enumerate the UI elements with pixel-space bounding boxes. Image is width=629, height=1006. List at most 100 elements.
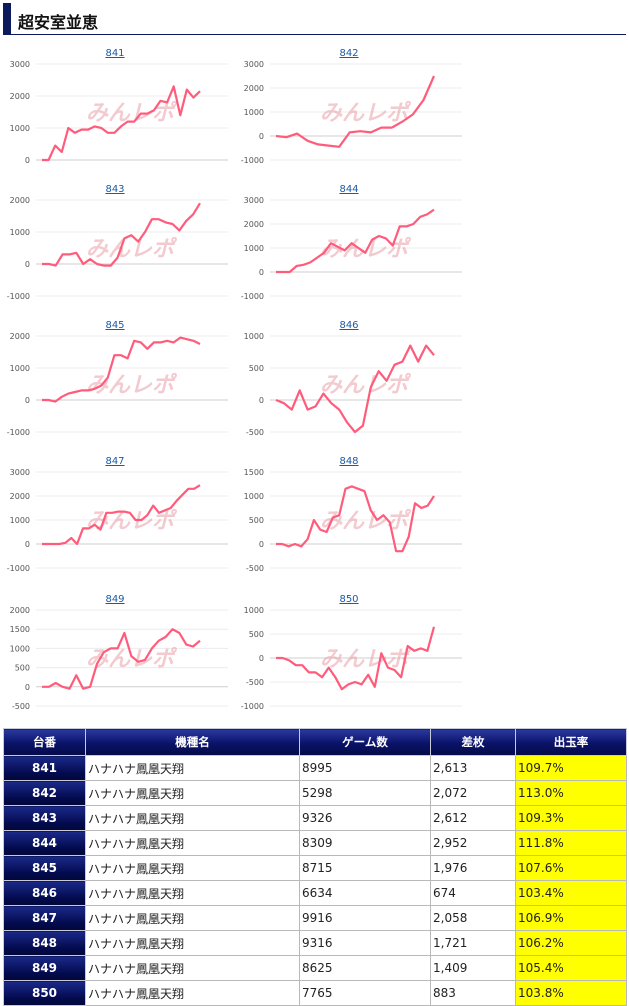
difference-cell: 674 — [430, 880, 516, 906]
y-tick-label: -1000 — [241, 702, 264, 711]
watermark-logo: みんレポ — [320, 508, 412, 534]
y-tick-label: -500 — [12, 702, 30, 711]
y-tick-label: -1000 — [7, 428, 30, 437]
line-chart-svg: 3000 2000 1000 0 -1000 みんレポ — [241, 196, 462, 301]
y-tick-label: 0 — [259, 540, 264, 549]
y-tick-label: 3000 — [10, 468, 30, 477]
machine-name-cell: ハナハナ鳳凰天翔 — [85, 955, 300, 981]
chart-title-link[interactable]: 842 — [339, 48, 359, 59]
header-game-count: ゲーム数 — [299, 728, 431, 756]
machine-chart-850: 850 1000 500 0 -500 -1000 みんレポ — [234, 588, 464, 724]
y-tick-label: 500 — [249, 630, 264, 639]
machine-number-cell: 849 — [3, 955, 86, 981]
header-machine-number: 台番 — [3, 728, 86, 756]
y-tick-label: 500 — [15, 664, 30, 673]
page-header: 超安室並恵 — [3, 3, 626, 35]
machine-chart-848: 848 1500 1000 500 0 -500 みんレポ — [234, 450, 464, 586]
line-chart-svg: 1000 500 0 -500 -1000 みんレポ — [241, 606, 462, 711]
series-line — [42, 484, 201, 546]
chart-title-link[interactable]: 845 — [105, 320, 125, 331]
series-line — [42, 85, 201, 162]
machine-name-cell: ハナハナ鳳凰天翔 — [85, 830, 300, 856]
y-tick-label: 0 — [259, 268, 264, 277]
difference-cell: 1,409 — [430, 955, 516, 981]
machine-chart-844: 844 3000 2000 1000 0 -1000 みんレポ — [234, 178, 464, 314]
line-chart-svg: 2000 1500 1000 500 0 -500 みんレポ — [10, 606, 228, 711]
y-tick-label: 0 — [25, 156, 30, 165]
machine-table: 台番 機種名 ゲーム数 差枚 出玉率 841 ハナハナ鳳凰天翔 8995 2,613 1… — [3, 728, 627, 1006]
y-tick-label: 0 — [259, 132, 264, 141]
table-row: 843 ハナハナ鳳凰天翔 9326 2,612 109.3% — [3, 805, 627, 831]
chart-title-link[interactable]: 846 — [339, 320, 359, 331]
chart-title-link[interactable]: 841 — [105, 48, 125, 59]
chart-title-link[interactable]: 849 — [105, 594, 125, 605]
table-row: 846 ハナハナ鳳凰天翔 6634 674 103.4% — [3, 880, 627, 906]
table-row: 845 ハナハナ鳳凰天翔 8715 1,976 107.6% — [3, 855, 627, 881]
table-header-row: 台番 機種名 ゲーム数 差枚 出玉率 — [3, 728, 627, 756]
machine-chart-845: 845 2000 1000 0 -1000 みんレポ — [0, 314, 230, 450]
machine-chart-847: 847 3000 2000 1000 0 -1000 みんレポ — [0, 450, 230, 586]
y-tick-label: 0 — [25, 260, 30, 269]
machine-name-cell: ハナハナ鳳凰天翔 — [85, 755, 300, 781]
chart-title-link[interactable]: 847 — [105, 456, 125, 467]
game-count-cell: 9316 — [299, 930, 431, 956]
difference-cell: 1,976 — [430, 855, 516, 881]
header-machine-name: 機種名 — [85, 728, 300, 756]
chart-title-link[interactable]: 843 — [105, 184, 125, 195]
chart-title-link[interactable]: 850 — [339, 594, 359, 605]
machine-number-cell: 848 — [3, 930, 86, 956]
series-line — [42, 202, 201, 267]
watermark-logo: みんレポ — [320, 236, 412, 262]
y-tick-label: 1000 — [244, 492, 264, 501]
machine-name-cell: ハナハナ鳳凰天翔 — [85, 855, 300, 881]
machine-chart-843: 843 2000 1000 0 -1000 みんレポ — [0, 178, 230, 314]
table-row: 844 ハナハナ鳳凰天翔 8309 2,952 111.8% — [3, 830, 627, 856]
y-tick-label: 2000 — [10, 92, 30, 101]
payout-rate-cell: 109.7% — [515, 755, 627, 781]
payout-rate-cell: 107.6% — [515, 855, 627, 881]
y-tick-label: 1500 — [10, 625, 30, 634]
table-row: 847 ハナハナ鳳凰天翔 9916 2,058 106.9% — [3, 905, 627, 931]
chart-title-link[interactable]: 848 — [339, 456, 359, 467]
series-line — [275, 75, 436, 148]
payout-rate-cell: 113.0% — [515, 780, 627, 806]
series-line — [275, 344, 435, 434]
game-count-cell: 7765 — [299, 980, 431, 1006]
game-count-cell: 6634 — [299, 880, 431, 906]
difference-cell: 2,058 — [430, 905, 516, 931]
table-row: 850 ハナハナ鳳凰天翔 7765 883 103.8% — [3, 980, 627, 1006]
y-tick-label: 1000 — [244, 244, 264, 253]
y-tick-label: 3000 — [10, 60, 30, 69]
header-difference: 差枚 — [430, 728, 516, 756]
machine-name-cell: ハナハナ鳳凰天翔 — [85, 780, 300, 806]
line-chart-svg: 2000 1000 0 -1000 みんレポ — [7, 196, 228, 301]
difference-cell: 2,613 — [430, 755, 516, 781]
difference-cell: 883 — [430, 980, 516, 1006]
payout-rate-cell: 109.3% — [515, 805, 627, 831]
y-tick-label: 0 — [259, 654, 264, 663]
y-tick-label: 1000 — [244, 332, 264, 341]
series-line — [42, 336, 201, 403]
machine-number-cell: 846 — [3, 880, 86, 906]
y-tick-label: 0 — [25, 396, 30, 405]
machine-number-cell: 842 — [3, 780, 86, 806]
difference-cell: 2,612 — [430, 805, 516, 831]
watermark-logo: みんレポ — [320, 646, 412, 672]
y-tick-label: 1000 — [244, 108, 264, 117]
watermark-logo: みんレポ — [320, 372, 412, 398]
y-tick-label: -500 — [246, 678, 264, 687]
y-tick-label: 1000 — [10, 516, 30, 525]
y-tick-label: -1000 — [241, 292, 264, 301]
header-accent-bar — [3, 3, 11, 34]
y-tick-label: -500 — [246, 428, 264, 437]
payout-rate-cell: 111.8% — [515, 830, 627, 856]
payout-rate-cell: 103.8% — [515, 980, 627, 1006]
line-chart-svg: 3000 2000 1000 0 -1000 みんレポ — [241, 60, 462, 165]
chart-title-link[interactable]: 844 — [339, 184, 359, 195]
watermark-logo: みんレポ — [320, 100, 412, 126]
machine-chart-846: 846 1000 500 0 -500 みんレポ — [234, 314, 464, 450]
y-tick-label: 2000 — [244, 84, 264, 93]
table-row: 849 ハナハナ鳳凰天翔 8625 1,409 105.4% — [3, 955, 627, 981]
line-chart-svg: 1000 500 0 -500 みんレポ — [244, 332, 462, 437]
machine-name-cell: ハナハナ鳳凰天翔 — [85, 930, 300, 956]
